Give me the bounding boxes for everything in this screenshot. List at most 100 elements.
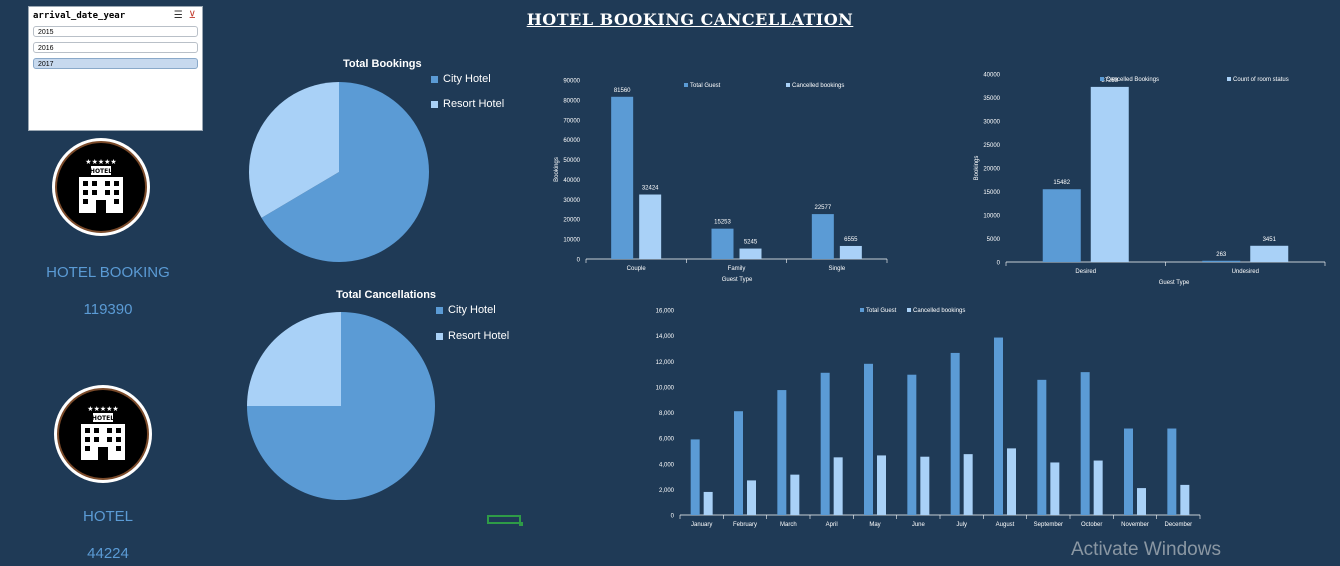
x-tick-label: July bbox=[956, 522, 967, 528]
bar-cancelled-bookings-may bbox=[877, 455, 886, 515]
bar-cancelled-bookings-single bbox=[839, 245, 862, 259]
bar-cancelled-bookings-november bbox=[1137, 488, 1146, 515]
legend-swatch bbox=[436, 332, 443, 340]
slicer-item-2016[interactable]: 2016 bbox=[33, 42, 198, 53]
x-tick-label: Desired bbox=[1075, 269, 1096, 275]
data-label: 81560 bbox=[614, 88, 631, 94]
y-tick-label: 20000 bbox=[563, 218, 580, 224]
x-tick-label: December bbox=[1164, 522, 1192, 528]
legend-swatch bbox=[684, 83, 688, 87]
y-tick-label: 12,000 bbox=[656, 360, 675, 366]
x-tick-label: Undesired bbox=[1232, 269, 1259, 275]
bar-total-guest-june bbox=[907, 374, 917, 515]
bar-chart-guest-type: 0 10000 20000 30000 40000 50000 60000 70000 8000… bbox=[554, 79, 888, 283]
y-tick-label: 50000 bbox=[563, 158, 580, 164]
legend-swatch bbox=[431, 100, 438, 108]
y-axis-title: Bookings bbox=[554, 157, 560, 182]
bar-total-guest-december bbox=[1167, 428, 1177, 515]
hotel-building-icon: ★★★★★ HOTEL bbox=[52, 138, 150, 236]
y-tick-label: 10,000 bbox=[656, 385, 675, 391]
bar-total-guest-april bbox=[820, 372, 830, 515]
slicer-item-2017[interactable]: 2017 bbox=[33, 58, 198, 69]
x-tick-label: October bbox=[1081, 522, 1102, 528]
data-label: 5245 bbox=[744, 240, 758, 246]
x-axis-title: Guest Type bbox=[722, 277, 753, 283]
y-tick-label: 40000 bbox=[983, 73, 1000, 79]
y-tick-label: 16,000 bbox=[656, 309, 675, 315]
y-tick-label: 10000 bbox=[983, 214, 1000, 220]
slicer-item-2015[interactable]: 2015 bbox=[33, 26, 198, 37]
bar-count-of-room-status-desired bbox=[1090, 86, 1129, 263]
bar-total-guest-january bbox=[690, 439, 700, 515]
fill-handle[interactable] bbox=[519, 522, 523, 526]
bar-cancelled-bookings-march bbox=[790, 474, 800, 515]
activate-windows-watermark: Activate Windows bbox=[1071, 539, 1221, 560]
data-label: 3451 bbox=[1263, 237, 1277, 243]
bar-chart-monthly: 0 2,000 4,000 6,000 8,000 10,000 12,000 14,000 1… bbox=[656, 308, 1201, 528]
bar-cancelled-bookings-june bbox=[920, 456, 930, 515]
bar-total-guest-november bbox=[1124, 428, 1133, 515]
y-tick-label: 0 bbox=[671, 514, 675, 520]
legend-label: Cancelled bookings bbox=[792, 83, 844, 89]
kpi-value-hotel: 44224 bbox=[87, 545, 129, 562]
y-tick-label: 2,000 bbox=[659, 488, 675, 494]
x-tick-label: January bbox=[691, 522, 712, 528]
bar-cancelled-bookings-family bbox=[739, 248, 762, 259]
y-tick-label: 8,000 bbox=[659, 411, 675, 417]
y-tick-label: 30000 bbox=[983, 120, 1000, 126]
kpi-label-hotel: HOTEL bbox=[82, 508, 133, 525]
y-tick-label: 35000 bbox=[983, 96, 1000, 102]
dashboard-title: HOTEL BOOKING CANCELLATION bbox=[526, 10, 854, 29]
x-tick-label: Couple bbox=[627, 266, 647, 272]
bar-total-guest-may bbox=[864, 363, 873, 515]
bar-total-guest-september bbox=[1037, 379, 1047, 515]
data-label: 22577 bbox=[814, 205, 831, 211]
x-tick-label: September bbox=[1034, 522, 1063, 528]
bar-cancelled-bookings-december bbox=[1180, 484, 1190, 515]
kpi-value-hotel-booking: 119390 bbox=[83, 301, 133, 318]
y-tick-label: 25000 bbox=[983, 143, 1000, 149]
x-tick-label: March bbox=[780, 522, 797, 528]
legend-label: Resort Hotel bbox=[443, 98, 505, 110]
y-tick-label: 30000 bbox=[563, 198, 580, 204]
x-tick-label: Family bbox=[728, 266, 746, 272]
y-tick-label: 20000 bbox=[983, 167, 1000, 173]
legend-swatch bbox=[907, 308, 911, 312]
multi-select-icon[interactable]: ☰ bbox=[173, 10, 183, 21]
x-tick-label: November bbox=[1121, 522, 1149, 528]
legend-city-hotel: City Hotel bbox=[436, 304, 496, 316]
y-tick-label: 40000 bbox=[563, 178, 580, 184]
svg-text:★★★★★: ★★★★★ bbox=[87, 405, 118, 413]
pie-slice-resort-hotel bbox=[249, 82, 339, 218]
selected-cell[interactable] bbox=[487, 515, 521, 524]
y-tick-label: 15000 bbox=[983, 190, 1000, 196]
x-tick-label: February bbox=[733, 522, 757, 528]
y-tick-label: 4,000 bbox=[659, 462, 675, 468]
year-slicer[interactable]: arrival_date_year ☰ ⊻ 2015 2016 2017 bbox=[28, 6, 203, 131]
kpi-label-hotel-booking: HOTEL BOOKING bbox=[46, 264, 170, 281]
pie-title-total-cancellations: Total Cancellations bbox=[336, 289, 437, 301]
bar-count-of-room-status-undesired bbox=[1250, 245, 1289, 262]
hotel-building-icon: ★★★★★ HOTEL bbox=[54, 385, 152, 483]
bar-cancelled-bookings-february bbox=[747, 480, 756, 515]
bar-cancelled-bookings-july bbox=[963, 454, 973, 515]
clear-filter-icon[interactable]: ⊻ bbox=[188, 10, 196, 21]
bar-cancelled-bookings-january bbox=[703, 491, 713, 515]
bar-total-guest-family bbox=[711, 228, 734, 259]
legend-swatch bbox=[1227, 77, 1231, 81]
svg-text:HOTEL: HOTEL bbox=[92, 415, 114, 422]
y-tick-label: 0 bbox=[997, 261, 1001, 267]
x-tick-label: Single bbox=[828, 266, 845, 272]
legend-label: Cancelled bookings bbox=[913, 308, 965, 314]
bar-cancelled-bookings-september bbox=[1050, 462, 1060, 515]
y-tick-label: 60000 bbox=[563, 138, 580, 144]
bar-cancelled-bookings-october bbox=[1093, 460, 1103, 515]
legend-label: City Hotel bbox=[448, 304, 496, 316]
y-tick-label: 0 bbox=[577, 258, 581, 264]
bar-cancelled-bookings-august bbox=[1007, 448, 1016, 515]
bar-total-guest-february bbox=[734, 411, 743, 515]
legend-swatch bbox=[436, 306, 443, 314]
y-tick-label: 90000 bbox=[563, 79, 580, 85]
bar-cancelled-bookings-couple bbox=[639, 194, 662, 259]
y-tick-label: 70000 bbox=[563, 118, 580, 124]
